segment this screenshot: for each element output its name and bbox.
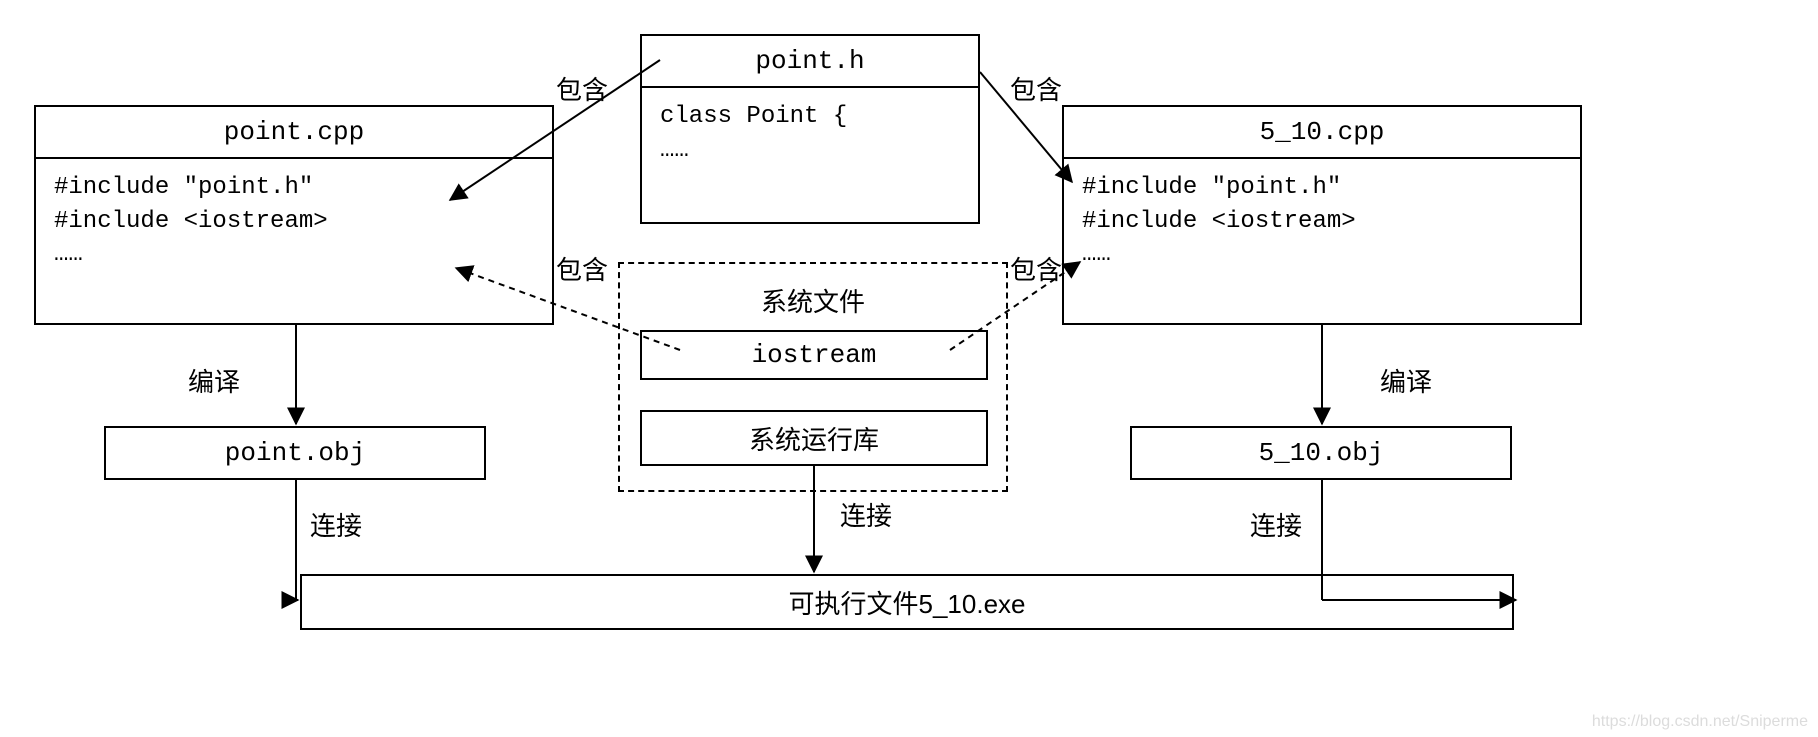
node-510-obj: 5_10.obj [1130,426,1512,480]
label-include-tl: 包含 [556,70,608,107]
node-point-cpp-body: #include "point.h" #include <iostream> …… [36,159,552,284]
node-510-cpp-title: 5_10.cpp [1064,107,1580,159]
label-include-mr: 包含 [1010,250,1062,287]
label-include-tr: 包含 [1010,70,1062,107]
label-link-r: 连接 [1250,506,1302,543]
node-point-h-body: class Point { …… [642,88,978,179]
label-include-ml: 包含 [556,250,608,287]
node-510-cpp-body: #include "point.h" #include <iostream> …… [1064,159,1580,284]
node-syslib-label: 系统运行库 [749,420,879,457]
label-compile-r: 编译 [1380,362,1432,399]
node-point-h-title: point.h [642,36,978,88]
node-iostream-label: iostream [752,340,877,370]
node-syslib: 系统运行库 [640,410,988,466]
node-exe-label: 可执行文件5_10.exe [789,584,1026,621]
node-point-cpp: point.cpp #include "point.h" #include <i… [34,105,554,325]
node-point-obj-label: point.obj [225,438,365,468]
label-link-m: 连接 [840,496,892,533]
label-link-l: 连接 [310,506,362,543]
system-files-label: 系统文件 [620,282,1006,319]
watermark: https://blog.csdn.net/Sniperme [1592,713,1808,731]
node-point-obj: point.obj [104,426,486,480]
label-compile-l: 编译 [188,362,240,399]
node-510-cpp: 5_10.cpp #include "point.h" #include <io… [1062,105,1582,325]
node-exe: 可执行文件5_10.exe [300,574,1514,630]
node-point-h: point.h class Point { …… [640,34,980,224]
node-510-obj-label: 5_10.obj [1259,438,1384,468]
node-point-cpp-title: point.cpp [36,107,552,159]
node-iostream: iostream [640,330,988,380]
